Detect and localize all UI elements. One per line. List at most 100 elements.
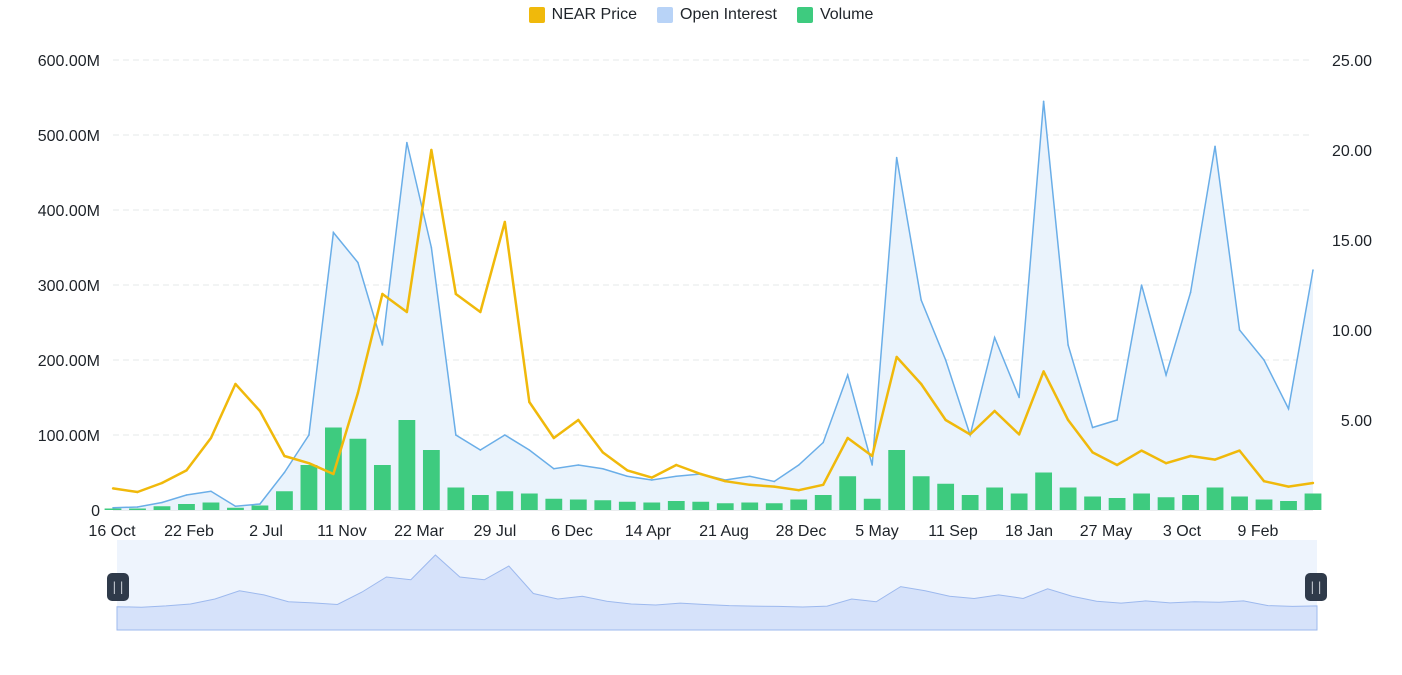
- open-interest-point: [381, 344, 384, 346]
- open-interest-point: [871, 464, 873, 466]
- near-price-point: [870, 454, 874, 458]
- near-price-point: [822, 483, 825, 486]
- y-right-tick-label: 20.00: [1332, 143, 1372, 160]
- volume-bar: [496, 491, 514, 510]
- open-interest-point: [650, 479, 653, 481]
- open-interest-point: [1189, 291, 1192, 294]
- open-interest-point: [283, 471, 286, 474]
- range-navigator[interactable]: [116, 540, 1318, 631]
- near-price-point: [626, 469, 629, 472]
- near-price-point: [1238, 449, 1241, 452]
- volume-bar: [888, 450, 906, 510]
- volume-bar: [1010, 493, 1028, 510]
- volume-bar: [422, 450, 440, 510]
- volume-bar: [618, 501, 636, 510]
- volume-bar: [178, 504, 195, 510]
- x-tick-label: 18 Jan: [1005, 523, 1053, 540]
- near-price-point: [1262, 480, 1266, 483]
- near-price-point: [234, 382, 237, 386]
- volume-bar: [1133, 493, 1150, 510]
- near-price-point: [699, 472, 702, 476]
- y-left-tick-label: 0: [91, 503, 100, 520]
- near-price-point: [993, 409, 996, 413]
- open-interest-point: [797, 464, 800, 466]
- open-interest-point: [308, 434, 310, 436]
- y-left-tick-label: 400.00M: [38, 203, 100, 220]
- volume-bar: [814, 495, 832, 510]
- open-interest-point: [1312, 269, 1314, 271]
- volume-bar: [471, 495, 489, 510]
- navigator-left-handle[interactable]: ||: [107, 573, 129, 601]
- open-interest-point: [1238, 329, 1241, 331]
- volume-bar: [716, 503, 734, 510]
- open-interest-point: [675, 475, 678, 478]
- near-price-point: [1115, 463, 1119, 467]
- x-tick-label: 16 Oct: [88, 523, 136, 540]
- open-interest-point: [1091, 426, 1094, 429]
- volume-bar: [1157, 497, 1175, 510]
- volume-bar: [1304, 493, 1322, 510]
- open-interest-point: [577, 464, 580, 466]
- open-interest-point: [357, 261, 359, 264]
- near-price-point: [528, 400, 531, 404]
- near-price-point: [577, 418, 580, 422]
- open-interest-point: [479, 449, 482, 451]
- volume-bar: [937, 483, 955, 510]
- open-interest-point: [332, 231, 335, 234]
- near-price-point: [136, 490, 139, 494]
- open-interest-point: [1140, 284, 1143, 286]
- open-interest-point: [455, 434, 457, 436]
- legend-label-near-price: NEAR Price: [551, 6, 638, 23]
- volume-bar: [1206, 487, 1224, 510]
- x-tick-label: 22 Mar: [394, 523, 444, 540]
- near-price-point: [1189, 454, 1192, 458]
- y-right-tick-label: 15.00: [1332, 233, 1372, 250]
- near-price-line: [112, 148, 1314, 494]
- x-tick-label: 9 Feb: [1238, 523, 1279, 540]
- x-tick-label: 27 May: [1080, 523, 1132, 540]
- x-tick-label: 2 Jul: [249, 523, 283, 540]
- near-price-point: [332, 472, 335, 476]
- navigator-right-handle[interactable]: ||: [1305, 573, 1327, 601]
- near-price-point: [185, 469, 188, 472]
- legend-item-volume[interactable]: Volume: [796, 6, 873, 24]
- open-interest-point: [1042, 100, 1045, 103]
- near-price-point: [552, 436, 556, 440]
- open-interest-point: [822, 441, 825, 444]
- volume-bar: [325, 427, 342, 510]
- near-price-point: [1287, 485, 1290, 488]
- open-interest-point: [895, 156, 898, 159]
- near-price-point: [846, 436, 849, 440]
- legend-item-open-interest[interactable]: Open Interest: [657, 6, 777, 24]
- near-price-point: [1017, 433, 1021, 436]
- x-tick-label: 11 Sep: [928, 523, 978, 540]
- x-tick-label: 14 Apr: [625, 523, 672, 540]
- open-interest-point: [944, 359, 947, 361]
- y-left-tick-label: 300.00M: [38, 278, 100, 295]
- open-interest-point: [504, 434, 506, 436]
- near-price-point: [1140, 449, 1143, 452]
- near-price-point: [650, 476, 653, 479]
- y-axis-right: 25.00 20.00 15.00 10.00 5.00: [1332, 53, 1372, 430]
- open-interest-point: [185, 494, 188, 496]
- x-tick-label: 5 May: [855, 523, 899, 540]
- open-interest-point: [846, 374, 849, 376]
- near-price-point: [454, 292, 458, 296]
- open-interest-point: [1067, 344, 1069, 346]
- open-interest-point: [1214, 145, 1216, 148]
- near-price-point: [503, 220, 507, 224]
- open-interest-point: [1287, 407, 1290, 410]
- volume-bar: [961, 495, 979, 510]
- open-interest-point: [553, 467, 555, 470]
- legend-item-near-price[interactable]: NEAR Price: [528, 6, 638, 24]
- volume-bar: [1231, 496, 1248, 510]
- open-interest-point: [1165, 374, 1167, 376]
- volume-bar: [520, 493, 538, 510]
- volume-bar: [790, 499, 808, 510]
- volume-bar: [839, 476, 857, 510]
- volume-bar: [863, 498, 881, 510]
- volume-bar: [447, 487, 465, 510]
- legend-swatch-open-interest: [657, 7, 674, 23]
- volume-bar: [251, 505, 269, 510]
